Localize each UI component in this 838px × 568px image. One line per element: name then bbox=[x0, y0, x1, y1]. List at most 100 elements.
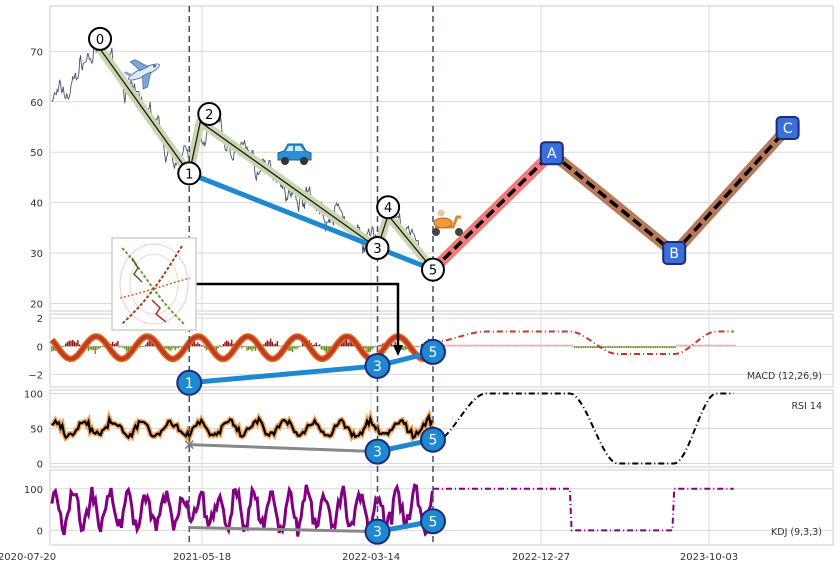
macd-bar bbox=[342, 342, 344, 347]
macd-bar bbox=[340, 343, 343, 347]
wave-line bbox=[99, 48, 434, 271]
macd-bar bbox=[103, 346, 105, 348]
macd-bar bbox=[320, 346, 323, 350]
macd-bar bbox=[91, 346, 93, 351]
macd-bar bbox=[242, 346, 245, 348]
macd-bar bbox=[502, 344, 504, 347]
macd-bar bbox=[678, 344, 680, 347]
y-tick-label: 50 bbox=[30, 425, 43, 436]
macd-bar bbox=[550, 344, 552, 347]
macd-bar bbox=[345, 338, 348, 347]
macd-bar bbox=[523, 344, 526, 347]
macd-bar bbox=[511, 344, 513, 347]
rsi-trendline-grey bbox=[189, 443, 378, 454]
macd-bar bbox=[656, 346, 658, 348]
macd-bar bbox=[554, 344, 556, 347]
macd-bar bbox=[584, 346, 586, 348]
macd-bar bbox=[374, 346, 377, 347]
macd-bar bbox=[419, 346, 421, 347]
macd-bar bbox=[609, 346, 612, 348]
macd-bar bbox=[640, 346, 642, 348]
macd-bar bbox=[263, 344, 265, 347]
macd-bar bbox=[148, 340, 150, 347]
kdj-wave-marker bbox=[419, 508, 446, 535]
macd-bar bbox=[559, 344, 561, 347]
macd-bar bbox=[178, 346, 180, 349]
macd-bar bbox=[681, 344, 684, 347]
x-tick-label: 2023-10-03 bbox=[680, 552, 738, 563]
macd-bar bbox=[364, 346, 366, 349]
macd-bar bbox=[325, 346, 328, 354]
macd-bar bbox=[227, 341, 230, 347]
macd-bar bbox=[141, 346, 143, 347]
macd-bar bbox=[193, 340, 196, 347]
macd-bar bbox=[653, 346, 655, 348]
y-tick-label: 40 bbox=[30, 199, 43, 210]
macd-bar bbox=[516, 344, 518, 347]
y-tick-label: 50 bbox=[30, 148, 43, 159]
panel-kdj bbox=[49, 469, 834, 546]
macd-bar bbox=[642, 346, 644, 348]
x-tick-label: 2021-05-18 bbox=[173, 552, 231, 563]
macd-bar bbox=[703, 344, 705, 347]
macd-bar bbox=[101, 346, 103, 347]
macd-bar bbox=[176, 346, 178, 349]
macd-bar bbox=[124, 346, 126, 349]
scooter-icon bbox=[432, 209, 463, 236]
macd-bar bbox=[249, 346, 252, 350]
price-trendline bbox=[188, 171, 434, 272]
macd-bar bbox=[525, 344, 527, 347]
wave-cross-marker bbox=[184, 440, 194, 450]
y-tick-label: 20 bbox=[30, 299, 43, 310]
x-tick-label: 2022-03-14 bbox=[342, 552, 400, 563]
rsi-wave-marker-text: 3 bbox=[373, 445, 382, 461]
macd-bar bbox=[662, 346, 664, 348]
indicator-series bbox=[49, 330, 734, 539]
macd-bar bbox=[70, 340, 72, 347]
macd-bar bbox=[495, 344, 497, 347]
macd-bar bbox=[721, 344, 723, 347]
macd-bar bbox=[497, 344, 499, 347]
macd-bar bbox=[205, 346, 208, 351]
projection-label-box bbox=[662, 241, 687, 266]
macd-bar bbox=[143, 346, 145, 348]
macd-bar bbox=[660, 346, 662, 348]
macd-bar bbox=[545, 344, 547, 347]
macd-bar bbox=[71, 339, 74, 347]
macd-bar bbox=[217, 346, 219, 349]
macd-bar bbox=[222, 343, 225, 347]
macd-bar bbox=[475, 344, 478, 347]
macd-bar bbox=[710, 344, 712, 347]
macd-bar bbox=[701, 344, 703, 347]
macd-bar bbox=[564, 344, 567, 347]
macd-bar bbox=[165, 346, 168, 349]
wave-label-text: 1 bbox=[185, 167, 193, 182]
macd-bar bbox=[394, 341, 396, 347]
macd-bar bbox=[597, 346, 599, 348]
projection-line bbox=[550, 151, 676, 255]
macd-bar bbox=[694, 344, 696, 347]
macd-bar bbox=[667, 346, 669, 348]
macd-bar bbox=[509, 344, 511, 347]
macd-bar bbox=[150, 341, 152, 347]
macd-bar bbox=[92, 346, 95, 350]
kdj-wave-marker bbox=[364, 518, 391, 545]
macd-bar bbox=[96, 346, 98, 350]
macd-bar bbox=[665, 346, 667, 348]
macd-bar bbox=[486, 344, 488, 347]
rsi-wave-marker bbox=[364, 438, 391, 465]
macd-bar bbox=[378, 344, 380, 347]
macd-bar bbox=[654, 346, 657, 348]
wave-overlay: 0 1 2 3 4 5 A B C 1 3 5 5 3 3 5 bbox=[88, 6, 800, 545]
macd-bar bbox=[220, 346, 223, 348]
macd-bar bbox=[362, 346, 365, 350]
macd-bar bbox=[676, 344, 678, 347]
wave-label-circle bbox=[177, 161, 202, 186]
macd-bar bbox=[573, 346, 576, 348]
rsi-wave-marker-text: 5 bbox=[429, 433, 438, 449]
wave-label-circle bbox=[376, 195, 401, 220]
macd-bar bbox=[717, 344, 720, 347]
macd-bar bbox=[454, 344, 457, 347]
macd-bar bbox=[636, 346, 639, 348]
macd-bar bbox=[539, 344, 542, 347]
